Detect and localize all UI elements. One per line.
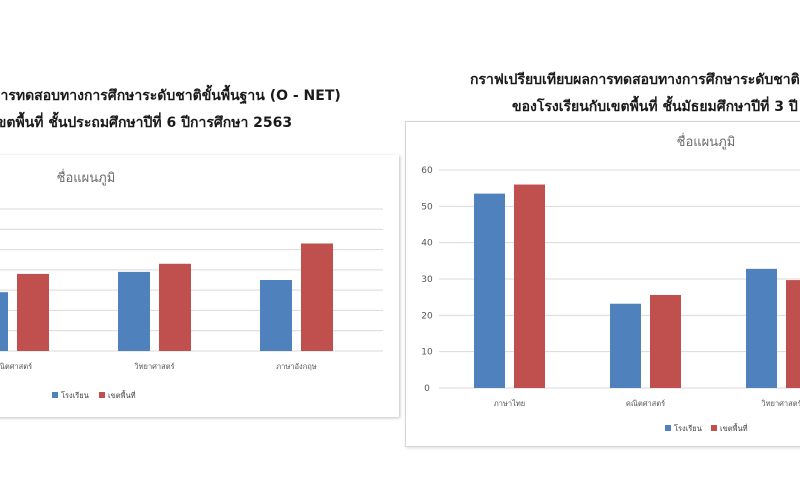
y-tick-label: 10 bbox=[421, 348, 433, 358]
y-tick-label: 60 bbox=[421, 166, 433, 176]
bar-area bbox=[514, 184, 545, 388]
right-chart-panel: ชื่อแผนภูมิ 0 10 20 30 40 50 60 ภาษาไทย คณิตศาสต… bbox=[405, 121, 800, 447]
category-label: วิทยาศาสตร์ bbox=[761, 399, 800, 408]
y-tick-label: 0 bbox=[424, 384, 430, 394]
bar-school bbox=[260, 280, 292, 351]
legend-swatch-area bbox=[711, 425, 717, 431]
category-label: คณิตศาสตร์ bbox=[626, 399, 665, 408]
legend-swatch-school bbox=[665, 425, 671, 431]
left-chart-title-line1: การทดสอบทางการศึกษาระดับชาติขั้นพื้นฐาน … bbox=[0, 88, 341, 104]
bar-area bbox=[301, 243, 333, 351]
y-tick-label: 40 bbox=[421, 239, 433, 249]
legend-swatch-school bbox=[52, 392, 58, 398]
right-chart-title-line1: กราฟเปรียบเทียบผลการทดสอบทางการศึกษาระดั… bbox=[470, 72, 800, 88]
bar-school bbox=[474, 193, 505, 388]
legend-label: โรงเรียน bbox=[674, 424, 702, 433]
legend-label: โรงเรียน bbox=[61, 391, 89, 400]
bar-school bbox=[0, 292, 8, 351]
bar-school bbox=[746, 268, 777, 388]
right-chart-title-line2: ของโรงเรียนกับเขตพื้นที่ ชั้นมัธยมศึกษาป… bbox=[512, 99, 798, 115]
bar-area bbox=[786, 280, 800, 388]
category-label: วิทยาศาสตร์ bbox=[134, 362, 175, 371]
bar-area bbox=[159, 263, 191, 351]
left-chart-panel: ชื่อแผนภูมิ คณิตศาสตร์ วิทยาศาสตร์ ภาษาอัง… bbox=[0, 155, 399, 417]
right-chart-heading: ชื่อแผนภูมิ bbox=[677, 133, 736, 150]
category-label: ภาษาไทย bbox=[494, 399, 525, 408]
bar-area bbox=[650, 294, 681, 388]
y-tick-label: 20 bbox=[421, 311, 433, 321]
left-chart-title-line2: เขตพื้นที่ ชั้นประถมศึกษาปีที่ 6 ปีการศึ… bbox=[0, 115, 293, 131]
y-tick-label: 50 bbox=[421, 202, 433, 212]
bar-area bbox=[17, 273, 49, 351]
bar-school bbox=[610, 303, 641, 388]
legend-label: เขตพื้นที่ bbox=[108, 390, 136, 400]
bar-school bbox=[118, 271, 150, 351]
left-chart-heading: ชื่อแผนภูมิ bbox=[57, 169, 116, 186]
right-bar-chart: ชื่อแผนภูมิ 0 10 20 30 40 50 60 ภาษาไทย คณิตศาสต… bbox=[421, 133, 800, 433]
legend-swatch-area bbox=[99, 392, 105, 398]
left-bar-chart: ชื่อแผนภูมิ คณิตศาสตร์ วิทยาศาสตร์ ภาษาอัง… bbox=[0, 169, 383, 400]
y-tick-label: 30 bbox=[421, 275, 433, 285]
category-label: คณิตศาสตร์ bbox=[0, 362, 32, 371]
category-label: ภาษาอังกฤษ bbox=[276, 362, 317, 371]
legend-label: เขตพื้นที่ bbox=[720, 423, 748, 433]
